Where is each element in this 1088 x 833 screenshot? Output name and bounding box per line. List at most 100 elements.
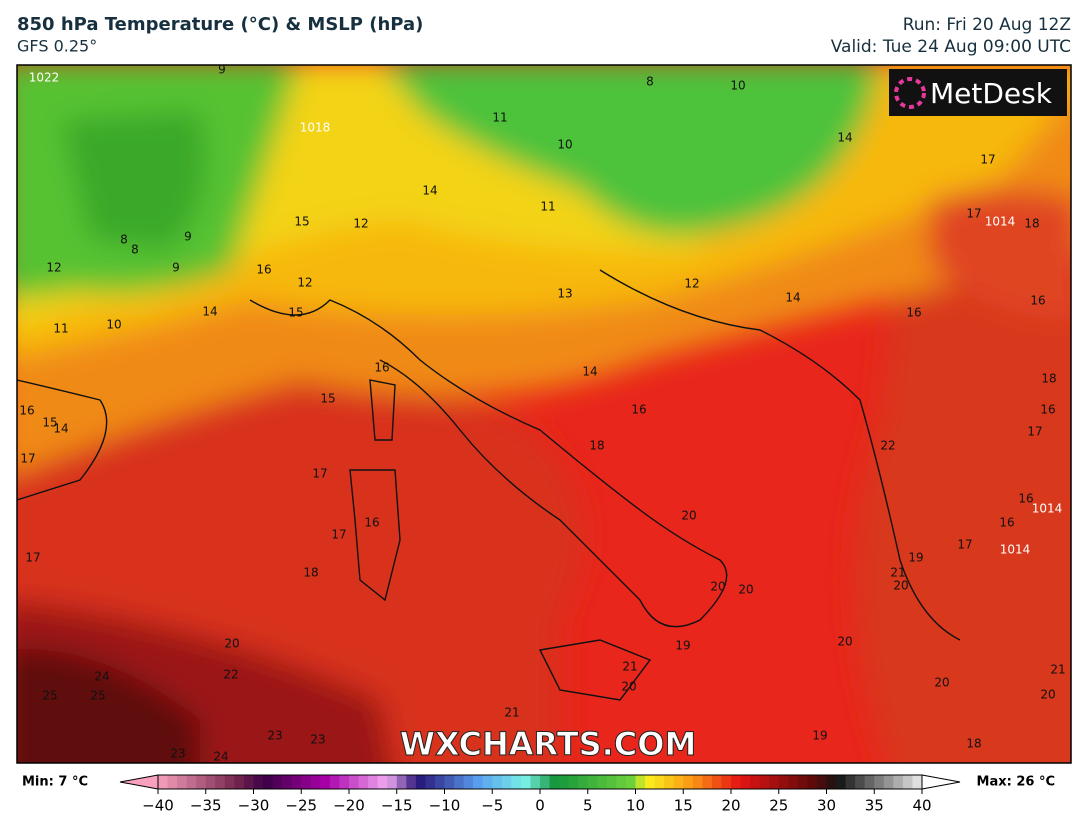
logo-icon (894, 77, 926, 109)
colorbar-cell (396, 775, 407, 789)
colorbar-cell (549, 775, 560, 789)
run: Run: Fri 20 Aug 12Z (903, 15, 1071, 35)
colorbar-cell (425, 775, 436, 789)
map (17, 65, 1071, 763)
colorbar-cell (473, 775, 484, 789)
contour-label: 14 (785, 291, 800, 305)
contour-label: 1014 (985, 215, 1016, 229)
colorbar-tick-label: −10 (429, 797, 461, 815)
contour-label: 14 (53, 422, 68, 436)
contour-label: 9 (184, 230, 192, 244)
contour-label: 16 (19, 404, 34, 418)
contour-label: 21 (622, 660, 637, 674)
colorbar-cell (664, 775, 675, 789)
contour-label: 20 (837, 635, 852, 649)
colorbar-tick-label: 35 (865, 797, 884, 815)
colorbar-cell (645, 775, 656, 789)
colorbar-cell (721, 775, 732, 789)
colorbar-cell (797, 775, 808, 789)
contour-label: 9 (172, 261, 180, 275)
contour-label: 16 (999, 516, 1014, 530)
colorbar-tick-label: 25 (769, 797, 788, 815)
colorbar-tick-label: 40 (912, 797, 931, 815)
colorbar-cell (778, 775, 789, 789)
colorbar-tick-label: 5 (583, 797, 593, 815)
contour-label: 24 (213, 750, 228, 764)
contour-label: 18 (1024, 217, 1039, 231)
min-label: Min: 7 °C (22, 775, 88, 790)
contour-label: 21 (890, 566, 905, 580)
colorbar-cell (578, 775, 589, 789)
colorbar-tick-label: 30 (817, 797, 836, 815)
watermark: WXCHARTS.COM (400, 725, 697, 763)
colorbar-cell (883, 775, 894, 789)
colorbar-cell (530, 775, 541, 789)
colorbar-cell (434, 775, 445, 789)
colorbar-cell (902, 775, 913, 789)
colorbar-cell (625, 775, 636, 789)
colorbar-cell (683, 775, 694, 789)
contour-label: 11 (53, 322, 68, 336)
colorbar-cell (205, 775, 216, 789)
colorbar-tick-label: −40 (142, 797, 174, 815)
valid: Valid: Tue 24 Aug 09:00 UTC (831, 37, 1071, 57)
colorbar-cell (702, 775, 713, 789)
contour-label: 16 (364, 516, 379, 530)
contour-label: 11 (540, 200, 555, 214)
colorbar-cell (511, 775, 522, 789)
colorbar-tick-label: −25 (285, 797, 317, 815)
contour-label: 23 (170, 747, 185, 761)
contour-label: 12 (684, 277, 699, 291)
colorbar-cell (158, 775, 169, 789)
contour-label: 20 (1040, 688, 1055, 702)
colorbar-cell (597, 775, 608, 789)
contour-label: 19 (675, 639, 690, 653)
contour-label: 16 (374, 361, 389, 375)
contour-label: 14 (582, 365, 597, 379)
contour-label: 16 (1040, 403, 1055, 417)
colorbar-cell (368, 775, 379, 789)
contour-label: 12 (46, 261, 61, 275)
colorbar-cell (282, 775, 293, 789)
contour-label: 18 (966, 737, 981, 751)
contour-label: 21 (1050, 663, 1065, 677)
colorbar-cell (196, 775, 207, 789)
colorbar-cell (893, 775, 904, 789)
colorbar-cell (224, 775, 235, 789)
contour-label: 23 (310, 733, 325, 747)
contour-label: 1014 (1032, 502, 1063, 516)
colorbar-cell (540, 775, 551, 789)
contour-label: 1014 (1000, 543, 1031, 557)
contour-label: 17 (25, 551, 40, 565)
contour-label: 22 (223, 668, 238, 682)
contour-label: 17 (1027, 425, 1042, 439)
contour-label: 8 (646, 75, 654, 89)
colorbar-cell (329, 775, 340, 789)
contour-label: 14 (202, 305, 217, 319)
contour-label: 13 (557, 287, 572, 301)
colorbar-cell (759, 775, 770, 789)
colorbar-cell (587, 775, 598, 789)
contour-label: 22 (880, 439, 895, 453)
contour-label: 17 (957, 538, 972, 552)
colorbar-cell (243, 775, 254, 789)
contour-label: 1022 (29, 71, 60, 85)
contour-label: 16 (1030, 294, 1045, 308)
contour-label: 19 (812, 729, 827, 743)
contour-label: 16 (256, 263, 271, 277)
contour-label: 10 (730, 79, 745, 93)
contour-label: 20 (621, 680, 636, 694)
colorbar-cell (444, 775, 455, 789)
contour-label: 10 (106, 318, 121, 332)
colorbar-cell (482, 775, 493, 789)
contour-label: 16 (1018, 492, 1033, 506)
max-label: Max: 26 °C (977, 775, 1055, 790)
subtitle: GFS 0.25° (17, 37, 97, 56)
contour-label: 8 (131, 243, 139, 257)
contour-label: 1018 (300, 121, 331, 135)
colorbar-tick-label: 15 (674, 797, 693, 815)
contour-label: 19 (908, 551, 923, 565)
colorbar-cell (559, 775, 570, 789)
colorbar-tick-label: −15 (381, 797, 413, 815)
colorbar-cell (874, 775, 885, 789)
